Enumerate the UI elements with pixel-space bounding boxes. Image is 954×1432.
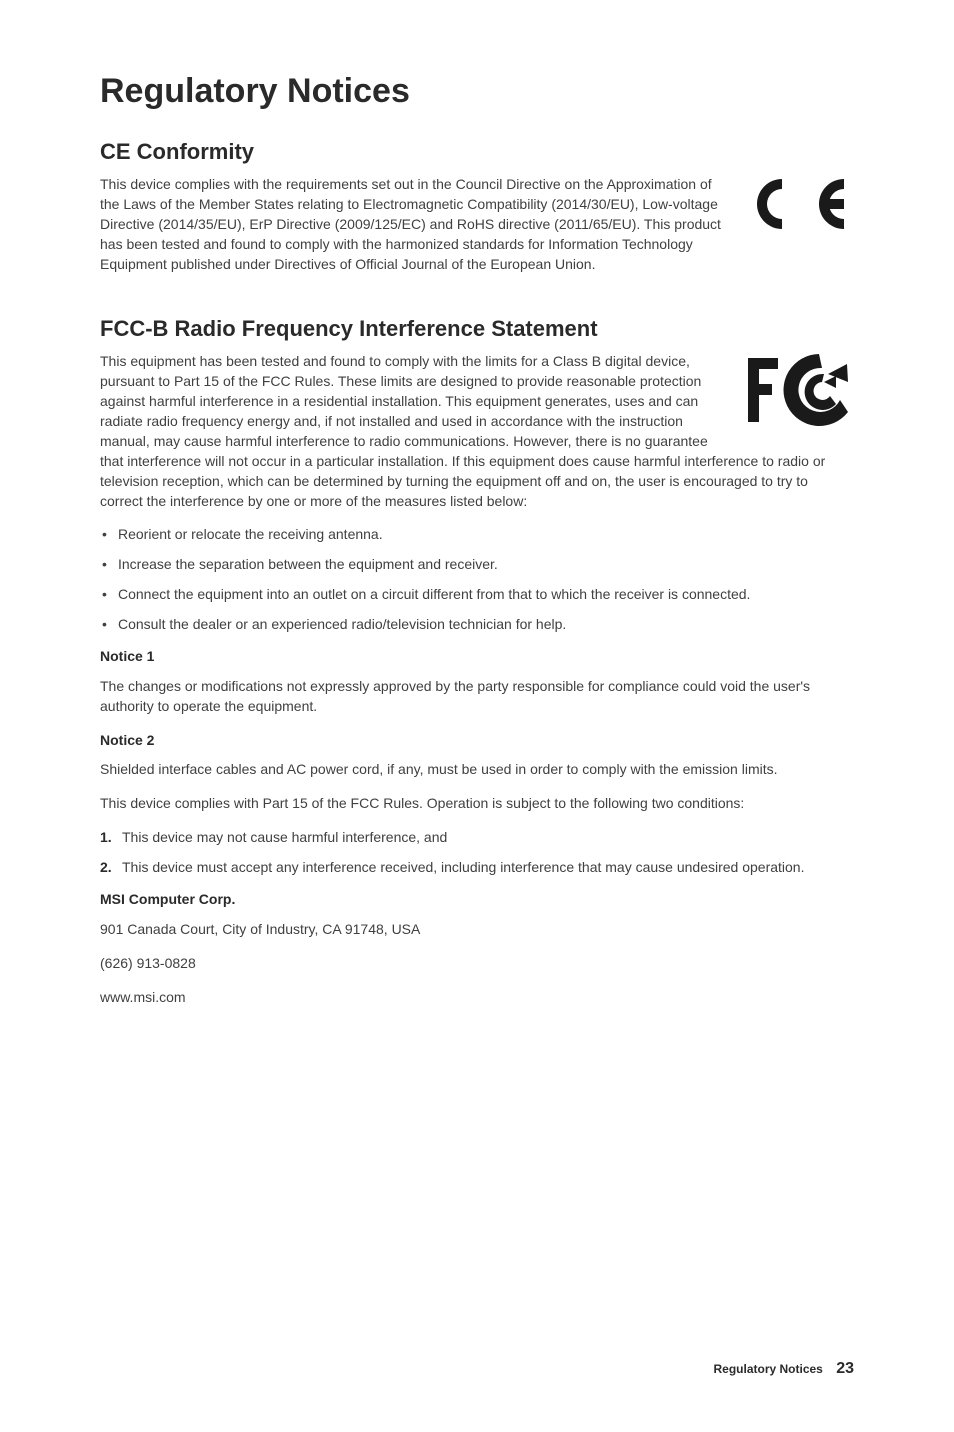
fcc-heading: FCC-B Radio Frequency Interference State… [100,316,854,342]
page-container: Regulatory Notices CE Conformity This de… [0,0,954,1432]
list-item: This device may not cause harmful interf… [100,828,854,848]
page-footer: Regulatory Notices 23 [714,1360,855,1378]
notice1-body: The changes or modifications not express… [100,677,854,717]
list-item: Increase the separation between the equi… [100,555,854,575]
fcc-logo-icon [744,352,854,433]
msi-heading: MSI Computer Corp. [100,890,854,910]
footer-label: Regulatory Notices [714,1362,823,1376]
page-title: Regulatory Notices [100,72,854,111]
fcc-section: FCC-B Radio Frequency Interference State… [100,316,854,1021]
ce-section: CE Conformity This device complies with … [100,139,854,288]
list-item: Consult the dealer or an experienced rad… [100,615,854,635]
fcc-body: This equipment has been tested and found… [100,352,854,511]
list-item: This device must accept any interference… [100,858,854,878]
ce-mark-icon [736,175,854,238]
msi-phone: (626) 913-0828 [100,954,854,974]
fcc-bullet-list: Reorient or relocate the receiving anten… [100,525,854,635]
notice2-heading: Notice 2 [100,731,854,751]
ce-heading: CE Conformity [100,139,854,165]
list-item: Connect the equipment into an outlet on … [100,585,854,605]
notice2-body1: Shielded interface cables and AC power c… [100,760,854,780]
page-number: 23 [836,1360,854,1377]
fcc-conditions-list: This device may not cause harmful interf… [100,828,854,878]
msi-address: 901 Canada Court, City of Industry, CA 9… [100,920,854,940]
list-item: Reorient or relocate the receiving anten… [100,525,854,545]
msi-url: www.msi.com [100,988,854,1008]
notice1-heading: Notice 1 [100,647,854,667]
notice2-body2: This device complies with Part 15 of the… [100,794,854,814]
